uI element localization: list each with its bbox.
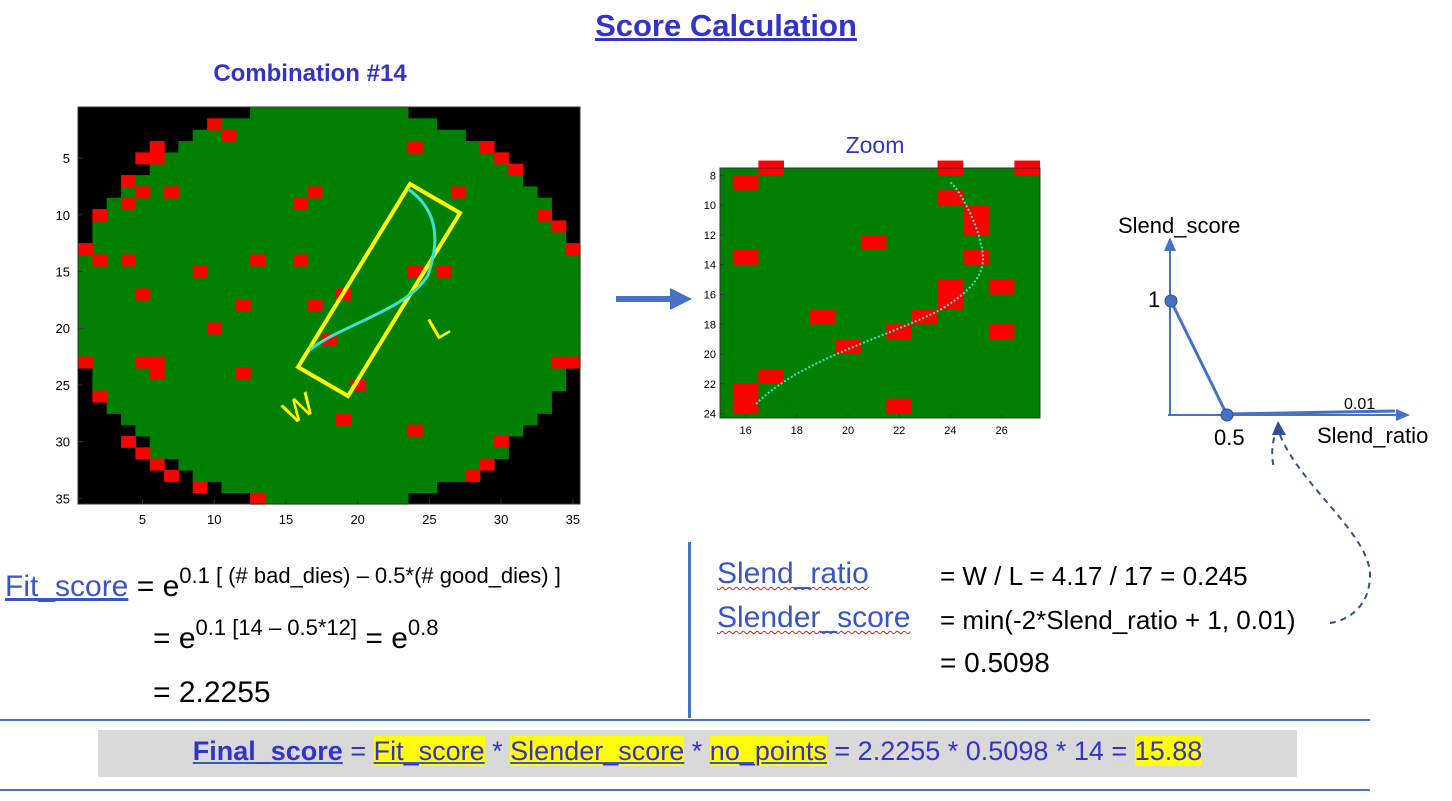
zoom-x-tick: 16 bbox=[739, 425, 751, 437]
fit-eq1-exponent: 0.1 [ (# bad_dies) – 0.5*(# good_dies) ] bbox=[179, 563, 561, 588]
score-tail-line bbox=[1226, 409, 1396, 416]
slender-score-formula: = min(-2*Slend_ratio + 1, 0.01) bbox=[940, 605, 1296, 635]
dashed-link-lower bbox=[1279, 434, 1372, 624]
zoom-x-tick: 18 bbox=[791, 425, 803, 437]
tail-label: 0.01 bbox=[1344, 396, 1375, 413]
zoom-title: Zoom bbox=[845, 132, 905, 158]
combination-title: Combination #14 bbox=[213, 60, 407, 87]
dashed-arrow-icon bbox=[1272, 421, 1286, 435]
zoom-y-tick: 8 bbox=[710, 170, 716, 182]
slender-score-value: = 0.5098 bbox=[940, 647, 1050, 678]
score-line bbox=[1169, 300, 1229, 416]
zoom-y-tick: 18 bbox=[704, 319, 716, 331]
y-point-label: 1 bbox=[1148, 287, 1160, 312]
x-point-label: 0.5 bbox=[1214, 425, 1245, 450]
final-score-name: Final_score bbox=[192, 736, 343, 766]
top-rule bbox=[0, 719, 1370, 721]
zoom-x-tick: 24 bbox=[944, 425, 956, 437]
right-arrow-icon bbox=[616, 288, 692, 310]
final-calc: = 2.2255 * 0.5098 * 14 = bbox=[826, 736, 1135, 766]
zoom-curve bbox=[755, 181, 985, 405]
fit-score-name: Fit_score bbox=[5, 570, 129, 603]
point-one bbox=[1164, 294, 1178, 308]
x-axis-arrow-icon bbox=[1396, 409, 1410, 421]
left-x-tick: 20 bbox=[350, 512, 364, 527]
final-mul2: * bbox=[684, 736, 710, 766]
fit-box bbox=[295, 181, 463, 399]
zoom-y-tick: 22 bbox=[704, 379, 716, 391]
final-score-bar bbox=[98, 730, 1297, 777]
zoom-y-tick: 14 bbox=[704, 260, 716, 272]
point-half bbox=[1220, 408, 1234, 422]
zoom-plot: 8 10 12 14 16 18 20 22 24 16 18 20 22 24 26 bbox=[704, 160, 1041, 437]
fit-curve bbox=[309, 187, 437, 352]
left-y-tick: 30 bbox=[56, 435, 70, 450]
x-axis-label: Slend_ratio bbox=[1317, 423, 1428, 448]
vertical-divider bbox=[688, 542, 691, 718]
page-title: Score Calculation bbox=[595, 8, 857, 43]
zoom-x-tick: 26 bbox=[995, 425, 1007, 437]
slend-ratio-name: Slend_ratio bbox=[717, 557, 869, 590]
zoom-y-tick: 10 bbox=[704, 200, 716, 212]
fit-eq2-exponent: 0.1 [14 – 0.5*12] bbox=[195, 615, 358, 640]
slender-score-name: Slender_score bbox=[717, 601, 911, 634]
bottom-rule bbox=[0, 789, 1370, 791]
zoom-y-tick: 24 bbox=[704, 409, 716, 421]
fit-score-eq2: = e0.1 [14 – 0.5*12] = e0.8 bbox=[153, 615, 438, 656]
zoom-x-tick: 20 bbox=[842, 425, 854, 437]
dashed-link-curve bbox=[1271, 426, 1279, 465]
zoom-y-tick: 12 bbox=[704, 230, 716, 242]
final-result: 15.88 bbox=[1134, 736, 1203, 766]
slend-ratio-value: = W / L = 4.17 / 17 = 0.245 bbox=[940, 561, 1248, 591]
zoom-y-tick: 20 bbox=[704, 349, 716, 361]
left-y-tick: 35 bbox=[56, 491, 70, 506]
zoom-frame bbox=[719, 167, 1041, 419]
left-y-tick: 5 bbox=[63, 151, 70, 166]
final-points: no_points bbox=[709, 736, 827, 766]
wafer-map-frame bbox=[77, 106, 581, 505]
left-y-tick: 20 bbox=[56, 321, 70, 336]
slend-score-graph: Slend_score 1 0.5 0.01 Slend_ratio bbox=[1118, 213, 1428, 465]
left-x-tick: 25 bbox=[422, 512, 436, 527]
left-x-tick: 30 bbox=[494, 512, 508, 527]
final-fit: Fit_score bbox=[373, 736, 485, 766]
left-y-tick: 10 bbox=[56, 208, 70, 223]
zoom-x-tick: 22 bbox=[893, 425, 905, 437]
left-y-tick: 25 bbox=[56, 378, 70, 393]
fit-eq2-mid: = e bbox=[357, 622, 408, 655]
left-y-tick: 15 bbox=[56, 264, 70, 279]
left-x-tick: 15 bbox=[279, 512, 293, 527]
left-x-tick: 10 bbox=[207, 512, 221, 527]
fit-score-eq1: Fit_score = e0.1 [ (# bad_dies) – 0.5*(#… bbox=[5, 563, 561, 604]
y-axis-arrow-icon bbox=[1164, 237, 1176, 251]
left-x-tick: 35 bbox=[566, 512, 580, 527]
left-x-tick: 5 bbox=[139, 512, 146, 527]
y-axis-label: Slend_score bbox=[1118, 213, 1240, 238]
fit-eq2-exponent2: 0.8 bbox=[407, 615, 439, 640]
final-eq: = bbox=[342, 736, 374, 766]
fit-eq2-prefix: = e bbox=[153, 622, 196, 655]
zoom-y-tick: 16 bbox=[704, 289, 716, 301]
final-score-line: Final_score = Fit_score * Slender_score … bbox=[98, 736, 1297, 767]
final-mul1: * bbox=[484, 736, 511, 766]
fit-score-eq3: = 2.2255 bbox=[153, 676, 271, 709]
final-slender: Slender_score bbox=[510, 736, 685, 766]
fit-eq1-prefix: = e bbox=[128, 570, 180, 603]
